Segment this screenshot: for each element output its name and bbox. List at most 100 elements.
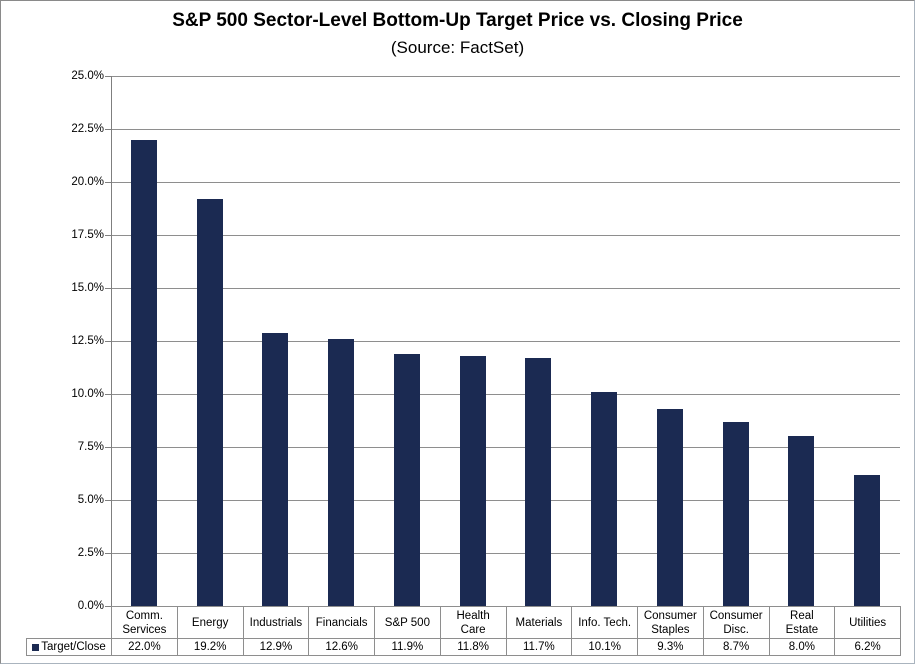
value-cell-industrials: 12.9% xyxy=(242,639,309,655)
y-axis-tick xyxy=(105,76,111,77)
category-cell-energy: Energy xyxy=(176,607,243,638)
y-axis-label: 10.0% xyxy=(71,388,104,400)
gridline xyxy=(111,76,900,77)
value-label: 10.1% xyxy=(588,640,621,653)
y-axis-tick xyxy=(105,182,111,183)
y-axis-label: 22.5% xyxy=(71,123,104,135)
category-cell-s-p-500: S&P 500 xyxy=(374,607,440,638)
value-label: 8.0% xyxy=(788,640,815,653)
gridline xyxy=(111,288,900,289)
value-cell-financials: 12.6% xyxy=(308,639,374,655)
y-axis-tick xyxy=(105,341,111,342)
value-cell-utilities: 6.2% xyxy=(834,639,900,655)
category-cell-real-estate: Real Estate xyxy=(768,607,835,638)
y-axis-label: 7.5% xyxy=(77,441,104,453)
value-cell-info-tech: 10.1% xyxy=(571,639,637,655)
y-axis-label: 12.5% xyxy=(71,335,104,347)
value-cell-real-estate: 8.0% xyxy=(768,639,835,655)
bar-consumer-disc xyxy=(722,421,749,606)
category-label: Energy xyxy=(191,616,229,629)
category-label: Financials xyxy=(315,616,368,629)
y-axis-line xyxy=(111,76,112,655)
value-label: 8.7% xyxy=(723,640,750,653)
category-cell-materials: Materials xyxy=(505,607,572,638)
y-axis-label: 25.0% xyxy=(71,70,104,82)
gridline xyxy=(111,500,900,501)
value-label: 6.2% xyxy=(854,640,881,653)
bar-industrials xyxy=(262,332,289,606)
category-label: Industrials xyxy=(249,616,303,629)
y-axis-label: 17.5% xyxy=(71,229,104,241)
category-row: Comm. Services Energy Industrials Financials… xyxy=(111,606,901,639)
category-label: Info. Tech. xyxy=(578,616,632,629)
bar-financials xyxy=(328,338,355,606)
gridline xyxy=(111,394,900,395)
value-label: 12.6% xyxy=(325,640,358,653)
y-axis-tick xyxy=(105,553,111,554)
bar-real-estate xyxy=(788,436,815,606)
category-label: Comm. Services xyxy=(122,609,167,636)
category-label: Consumer Disc. xyxy=(709,609,763,636)
category-label: Utilities xyxy=(849,616,887,629)
value-cell-energy: 19.2% xyxy=(176,639,243,655)
y-axis-tick xyxy=(105,235,111,236)
bar-s-p-500 xyxy=(393,353,420,606)
y-axis-label: 15.0% xyxy=(71,282,104,294)
legend-series-marker xyxy=(32,643,40,651)
y-axis-tick xyxy=(105,447,111,448)
y-axis-label: 5.0% xyxy=(77,494,104,506)
y-axis-tick xyxy=(105,394,111,395)
value-label: 19.2% xyxy=(193,640,227,653)
chart-subtitle: (Source: FactSet) xyxy=(390,38,525,57)
y-axis-label: 0.0% xyxy=(77,600,104,612)
category-label: Health Care xyxy=(456,609,490,636)
gridline xyxy=(111,341,900,342)
y-axis-tick xyxy=(105,288,111,289)
y-axis-tick xyxy=(105,129,111,130)
value-label: 9.3% xyxy=(657,640,684,653)
bar-consumer-staples xyxy=(656,408,683,606)
category-label: Materials xyxy=(515,616,563,629)
category-label: Consumer Staples xyxy=(643,609,697,636)
value-cell-s-p-500: 11.9% xyxy=(374,639,440,655)
value-label: 11.7% xyxy=(522,640,555,653)
category-label: S&P 500 xyxy=(384,616,430,629)
gridline xyxy=(111,553,900,554)
category-label: Real Estate xyxy=(785,609,819,636)
value-label: 22.0% xyxy=(128,640,161,653)
value-label: 12.9% xyxy=(259,640,293,653)
bar-energy xyxy=(196,199,223,606)
y-axis-tick xyxy=(105,606,111,607)
category-cell-consumer-staples: Consumer Staples xyxy=(637,607,703,638)
value-cell-comm-services: 22.0% xyxy=(112,639,177,655)
category-cell-industrials: Industrials xyxy=(242,607,309,638)
value-label: 11.8% xyxy=(457,640,489,653)
category-cell-comm-services: Comm. Services xyxy=(112,607,177,638)
chart-title: S&P 500 Sector-Level Bottom-Up Target Pr… xyxy=(172,10,743,31)
legend-cell: Target/Close xyxy=(26,638,112,656)
value-cell-consumer-staples: 9.3% xyxy=(637,639,703,655)
gridline xyxy=(111,235,900,236)
category-cell-financials: Financials xyxy=(308,607,374,638)
gridline xyxy=(111,182,900,183)
y-axis-label: 2.5% xyxy=(77,547,104,559)
legend-series-label: Target/Close xyxy=(41,641,106,653)
value-label: 11.9% xyxy=(391,640,424,653)
bar-info-tech xyxy=(591,391,618,606)
category-cell-utilities: Utilities xyxy=(834,607,900,638)
bar-health-care xyxy=(459,355,486,606)
value-cell-materials: 11.7% xyxy=(505,639,572,655)
gridline xyxy=(111,447,900,448)
bar-utilities xyxy=(854,474,881,606)
category-cell-health-care: Health Care xyxy=(439,607,506,638)
category-cell-consumer-disc: Consumer Disc. xyxy=(702,607,769,638)
value-cell-consumer-disc: 8.7% xyxy=(702,639,769,655)
value-cell-health-care: 11.8% xyxy=(439,639,506,655)
bar-materials xyxy=(525,358,552,606)
value-row: 22.0% 19.2% 12.9% 12.6% 11.9% 11.8% 11.7% 10.1%… xyxy=(111,639,901,656)
category-cell-info-tech: Info. Tech. xyxy=(571,607,637,638)
